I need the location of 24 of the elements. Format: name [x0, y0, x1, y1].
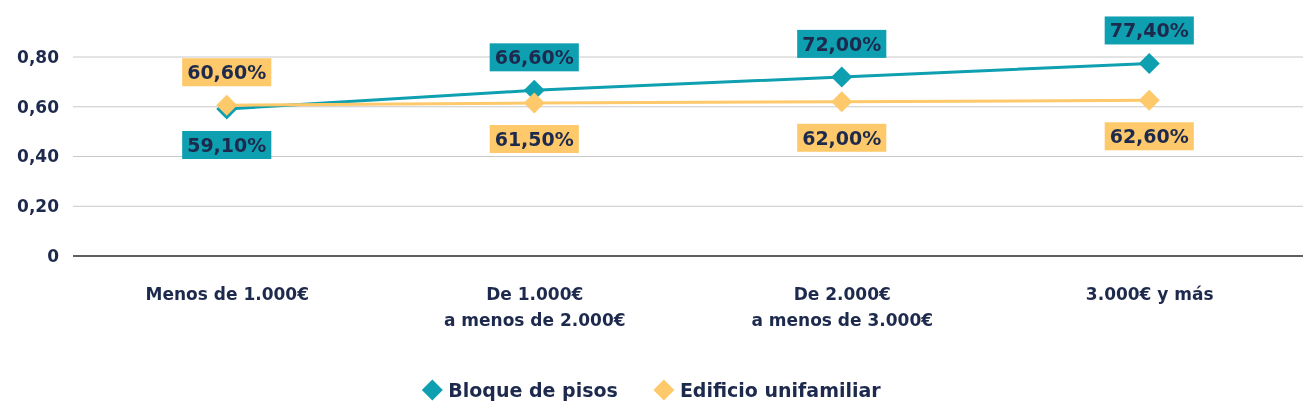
data-label: 77,40% — [1109, 19, 1189, 42]
x-tick-label: 3.000€ y más — [1085, 284, 1214, 304]
y-tick-label: 0,20 — [17, 196, 60, 217]
x-tick-label: De 2.000€ a menos de 3.000€ — [751, 284, 934, 330]
data-label: 60,60% — [187, 61, 267, 84]
data-label: 72,00% — [802, 32, 882, 55]
data-label: 62,60% — [1109, 125, 1189, 148]
data-label: 66,60% — [494, 46, 574, 69]
point — [831, 66, 853, 88]
data-label: 62,00% — [802, 126, 882, 149]
x-tick-label: De 1.000€ a menos de 2.000€ — [443, 284, 626, 330]
legend-label: Edificio unifamiliar — [679, 379, 882, 401]
data-label: 59,10% — [187, 133, 267, 156]
legend-label: Bloque de pisos — [448, 379, 618, 401]
point — [1138, 89, 1160, 111]
x-tick-label: Menos de 1.000€ — [145, 284, 309, 304]
point — [1138, 52, 1160, 74]
y-tick-label: 0,40 — [17, 146, 60, 167]
y-tick-label: 0,60 — [17, 96, 60, 117]
y-tick-label: 0,80 — [17, 46, 60, 67]
point — [831, 91, 853, 113]
point — [523, 92, 545, 114]
data-label: 61,50% — [494, 128, 574, 151]
y-tick-label: 0 — [47, 245, 60, 266]
